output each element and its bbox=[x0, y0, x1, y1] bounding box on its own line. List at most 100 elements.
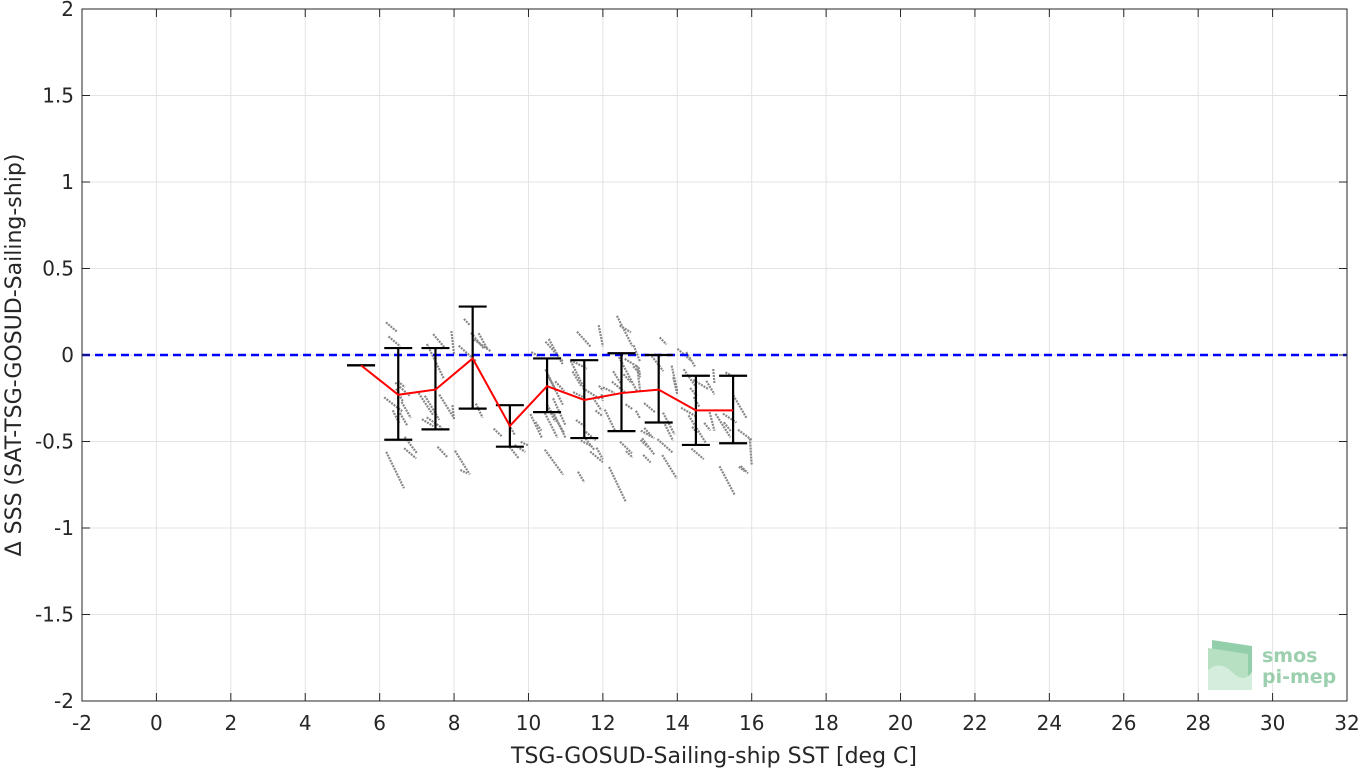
scatter-point bbox=[520, 440, 529, 447]
x-tick-label: 30 bbox=[1260, 711, 1285, 735]
scatter-point bbox=[724, 371, 732, 377]
x-tick-label: 20 bbox=[888, 711, 913, 735]
scatter-point bbox=[636, 365, 642, 392]
y-tick-label: -0.5 bbox=[35, 430, 74, 454]
scatter-point bbox=[603, 409, 616, 431]
scatter-point bbox=[634, 410, 642, 419]
x-tick-label: 8 bbox=[448, 711, 461, 735]
scatter-point bbox=[661, 454, 678, 479]
y-tick-label: -1 bbox=[54, 516, 74, 540]
scatter-point bbox=[692, 396, 701, 408]
x-tick-label: 2 bbox=[224, 711, 237, 735]
scatter-point bbox=[387, 335, 401, 348]
scatter-point bbox=[625, 450, 634, 459]
scatter-point bbox=[459, 468, 468, 475]
scatter-point bbox=[399, 412, 409, 427]
scatter-point bbox=[682, 368, 698, 389]
scatter-point bbox=[450, 330, 456, 355]
x-tick-label: 18 bbox=[813, 711, 838, 735]
scatter-point bbox=[662, 421, 675, 442]
x-tick-label: 24 bbox=[1037, 711, 1062, 735]
scatter-point bbox=[571, 370, 583, 387]
scatter-point bbox=[748, 438, 753, 466]
scatter-point bbox=[594, 409, 603, 417]
scatter-point bbox=[463, 318, 471, 326]
scatter-point bbox=[436, 446, 449, 458]
scatter-point bbox=[641, 437, 656, 456]
scatter-point bbox=[732, 394, 748, 419]
y-tick-label: -2 bbox=[54, 689, 74, 713]
y-tick-label: 1.5 bbox=[42, 84, 74, 108]
scatter-point bbox=[632, 365, 641, 375]
scatter-point bbox=[580, 439, 592, 448]
scatter-point bbox=[624, 357, 638, 368]
scatter-point bbox=[611, 380, 626, 394]
scatter-point bbox=[400, 401, 412, 419]
y-tick-label: 0.5 bbox=[42, 257, 74, 281]
scatter-point bbox=[622, 373, 632, 383]
scatter-point bbox=[624, 403, 633, 410]
x-tick-label: 0 bbox=[150, 711, 163, 735]
scatter-point bbox=[592, 397, 603, 412]
scatter-point bbox=[403, 447, 417, 460]
scatter-point bbox=[492, 427, 503, 438]
scatter-point bbox=[615, 315, 634, 347]
scatter-point bbox=[689, 387, 698, 397]
scatter-point bbox=[577, 471, 586, 483]
x-tick-label: 26 bbox=[1111, 711, 1136, 735]
scatter-point bbox=[690, 447, 705, 461]
scatter-point bbox=[718, 465, 736, 496]
x-tick-label: 32 bbox=[1334, 711, 1359, 735]
x-axis-title: TSG-GOSUD-Sailing-ship SST [deg C] bbox=[510, 744, 917, 769]
scatter-point bbox=[714, 413, 732, 438]
scatter-point bbox=[417, 392, 434, 416]
scatter-point bbox=[426, 416, 443, 429]
scatter-point bbox=[473, 338, 492, 353]
smos-pi-mep-logo: smos pi-mep bbox=[1208, 640, 1336, 690]
scatter-point bbox=[656, 438, 674, 454]
y-ticks: -2 -1.5 -1 -0.5 0 0.5 1 1.5 2 bbox=[35, 0, 1347, 713]
x-tick-label: 28 bbox=[1185, 711, 1210, 735]
x-tick-label: 10 bbox=[516, 711, 541, 735]
scatter-point bbox=[705, 380, 716, 395]
scatter-point bbox=[529, 413, 544, 439]
scatter-point bbox=[513, 443, 526, 453]
scatter-point bbox=[703, 422, 712, 432]
mean-line bbox=[360, 356, 734, 428]
scatter-point bbox=[589, 450, 604, 464]
x-tick-label: 14 bbox=[665, 711, 690, 735]
scatter-point bbox=[543, 412, 559, 439]
scatter-point bbox=[546, 373, 564, 406]
scatter-point bbox=[739, 465, 749, 475]
scatter-point bbox=[595, 447, 604, 460]
scatter-point bbox=[543, 449, 564, 476]
scatter-point bbox=[602, 386, 615, 394]
scatter-point bbox=[650, 355, 665, 372]
y-tick-label: 1 bbox=[61, 170, 74, 194]
scatter-point bbox=[643, 402, 656, 414]
y-tick-label: 0 bbox=[61, 343, 74, 367]
scatter-point bbox=[454, 450, 471, 475]
scatter-point bbox=[547, 338, 564, 365]
scatter-point bbox=[687, 414, 707, 444]
scatter-point bbox=[712, 368, 716, 384]
x-tick-label: 6 bbox=[373, 711, 386, 735]
x-tick-label: 16 bbox=[739, 711, 764, 735]
scatter-point bbox=[597, 325, 604, 347]
scatter-point bbox=[547, 407, 557, 423]
scatter-point bbox=[534, 421, 543, 432]
scatter-point bbox=[640, 429, 655, 440]
x-tick-label: 12 bbox=[590, 711, 615, 735]
scatter-point bbox=[438, 393, 455, 419]
scatter-point bbox=[385, 321, 399, 333]
x-tick-label: 22 bbox=[962, 711, 987, 735]
scatter-point bbox=[576, 330, 592, 348]
scatter-point bbox=[685, 351, 696, 367]
scatter-point bbox=[608, 466, 627, 502]
scatter-point bbox=[598, 384, 604, 392]
scatter-point bbox=[554, 380, 566, 392]
scatter-point bbox=[658, 336, 668, 346]
y-axis-title: Δ SSS (SAT-TSG-GOSUD-Sailing-ship) bbox=[2, 154, 27, 557]
scatter-point bbox=[619, 440, 633, 454]
